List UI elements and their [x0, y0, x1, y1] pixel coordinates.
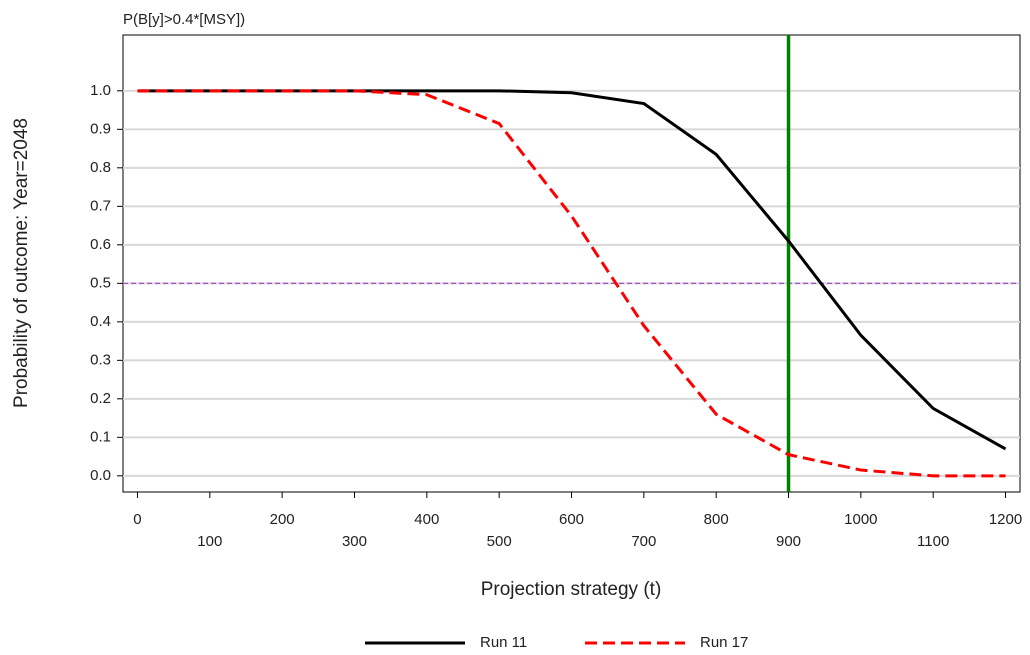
- x-tick-label: 1100: [917, 533, 949, 550]
- legend-label: Run 17: [700, 634, 748, 651]
- x-tick-label: 1000: [844, 511, 877, 528]
- y-tick-label: 0.5: [90, 274, 111, 291]
- x-tick-label: 0: [133, 511, 141, 528]
- series-line: [137, 89, 1007, 451]
- x-tick-label: 1200: [989, 511, 1022, 528]
- x-tick-label: 500: [487, 533, 512, 550]
- y-tick-label: 0.6: [90, 236, 111, 253]
- y-axis-label: Probability of outcome: Year=2048: [11, 118, 32, 408]
- y-tick-label: 0.4: [90, 313, 111, 330]
- x-tick-label: 800: [704, 511, 729, 528]
- x-tick-label: 200: [270, 511, 295, 528]
- y-tick-label: 0.2: [90, 390, 111, 407]
- x-tick-label: 400: [414, 511, 439, 528]
- legend-label: Run 11: [480, 634, 527, 651]
- x-axis-label: Projection strategy (t): [481, 579, 662, 600]
- y-tick-label: 0.3: [90, 351, 111, 368]
- y-tick-label: 1.0: [90, 82, 111, 99]
- x-tick-label: 300: [342, 533, 367, 550]
- y-tick-label: 0.7: [90, 197, 111, 214]
- annotation: P(B[y]>0.4*[MSY]): [123, 11, 245, 28]
- x-tick-label: 100: [197, 533, 222, 550]
- y-tick-label: 0.8: [90, 159, 111, 176]
- x-tick-label: 900: [776, 533, 801, 550]
- y-tick-label: 0.1: [90, 428, 111, 445]
- series-line: [137, 89, 1006, 478]
- y-tick-label: 0.9: [90, 120, 111, 137]
- x-tick-label: 700: [631, 533, 656, 550]
- plot-frame: [122, 34, 1021, 493]
- x-tick-label: 600: [559, 511, 584, 528]
- y-tick-label: 0.0: [90, 467, 111, 484]
